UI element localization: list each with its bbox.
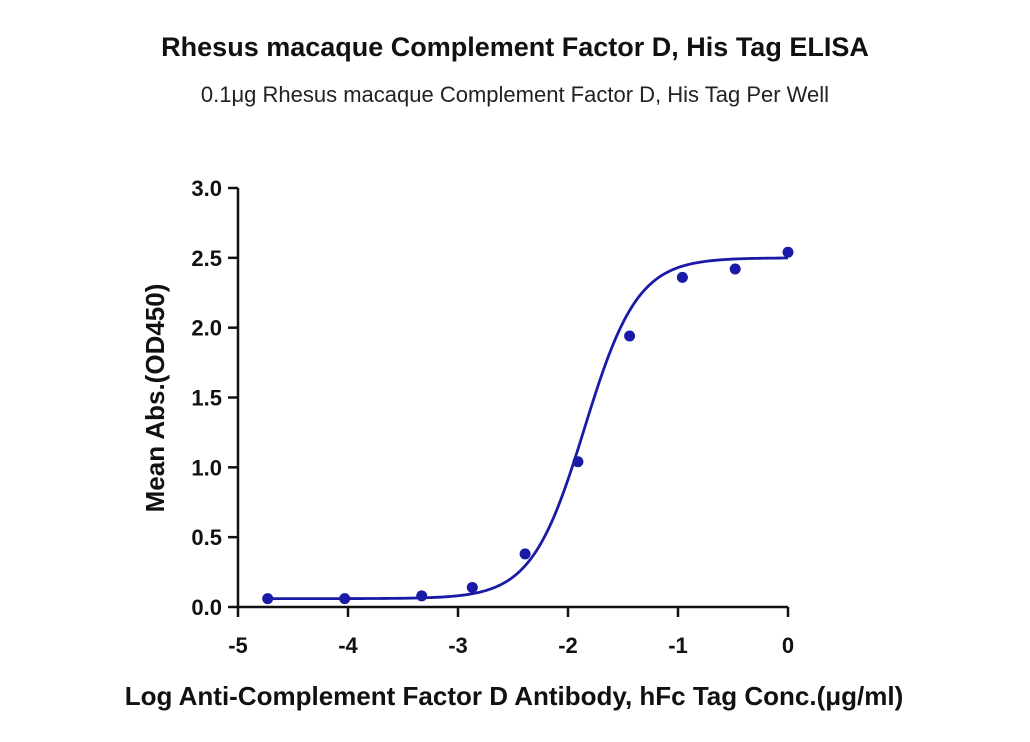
chart-title: Rhesus macaque Complement Factor D, His … bbox=[161, 32, 869, 62]
fit-curve-group bbox=[267, 256, 789, 601]
y-tick-label: 3.0 bbox=[191, 176, 222, 201]
y-axis-title: Mean Abs.(OD450) bbox=[140, 284, 170, 513]
x-tick-label: -3 bbox=[448, 633, 468, 658]
y-tick-label: 2.5 bbox=[191, 246, 222, 271]
y-tick-label: 2.0 bbox=[191, 316, 222, 341]
y-tick-label: 0.0 bbox=[191, 595, 222, 620]
chart-subtitle: 0.1μg Rhesus macaque Complement Factor D… bbox=[200, 82, 830, 107]
data-point bbox=[782, 246, 794, 258]
y-tick-label: 1.0 bbox=[191, 455, 222, 480]
fit-curve bbox=[267, 256, 789, 601]
y-tick-label: 1.5 bbox=[191, 386, 222, 411]
x-tick-label: -5 bbox=[228, 633, 248, 658]
data-point bbox=[466, 581, 478, 593]
x-axis-title: Log Anti-Complement Factor D Antibody, h… bbox=[125, 681, 904, 711]
data-points bbox=[262, 246, 794, 605]
data-point bbox=[572, 456, 584, 468]
data-point bbox=[519, 548, 531, 560]
axis-labels: Log Anti-Complement Factor D Antibody, h… bbox=[125, 284, 904, 711]
y-tick-label: 0.5 bbox=[191, 525, 222, 550]
data-point bbox=[729, 263, 741, 275]
data-point bbox=[624, 330, 636, 342]
x-tick-label: 0 bbox=[782, 633, 794, 658]
x-tick-label: -1 bbox=[668, 633, 688, 658]
x-tick-label: -2 bbox=[558, 633, 578, 658]
data-point bbox=[262, 593, 274, 605]
x-tick-label: -4 bbox=[338, 633, 358, 658]
data-point bbox=[339, 593, 351, 605]
data-point bbox=[416, 590, 428, 602]
axes: -5 -4 -3 -2 -1 0 0.0 0.5 1.0 1.5 2.0 2.5 3.0 bbox=[191, 176, 794, 658]
data-point bbox=[676, 271, 688, 283]
